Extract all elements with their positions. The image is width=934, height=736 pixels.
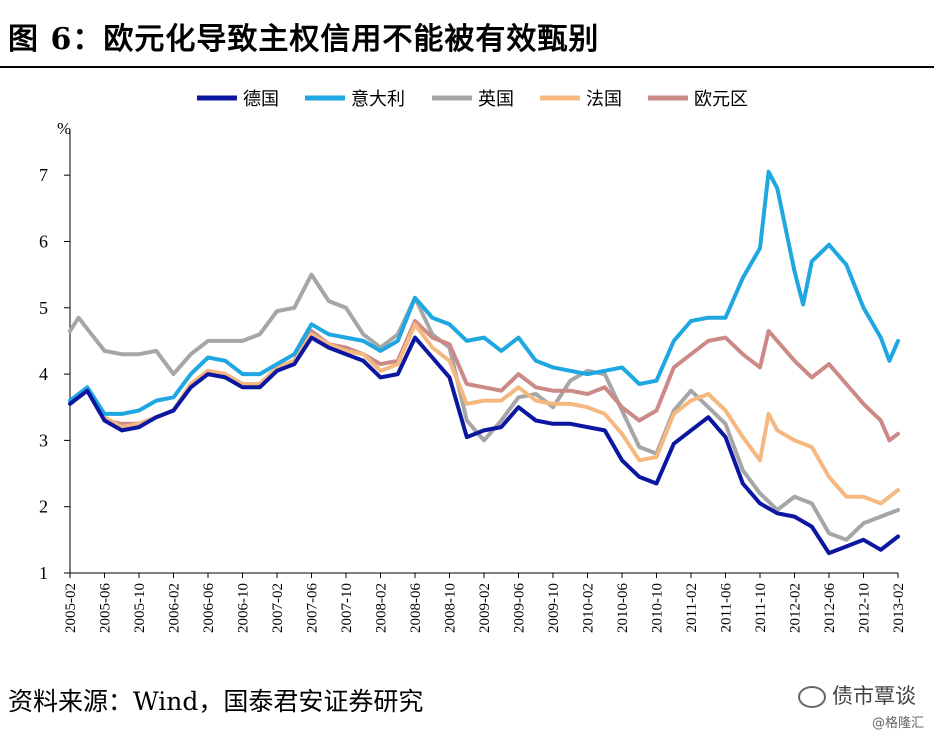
- watermark: 债市覃谈: [798, 680, 916, 710]
- series-line-0: [68, 335, 900, 556]
- y-tick-label: 1: [39, 563, 48, 583]
- x-tick-label: 2009-10: [546, 583, 562, 633]
- x-tick-label: 2007-10: [339, 583, 355, 633]
- x-tick-label: 2010-06: [615, 583, 631, 633]
- series-line-2: [68, 272, 900, 542]
- chart-legend: 德国 意大利 英国 法国 欧元区: [197, 89, 748, 110]
- legend-label-4: 欧元区: [694, 89, 748, 110]
- x-tick-label: 2011-02: [684, 583, 700, 632]
- page-title: 图 6：欧元化导致主权信用不能被有效甄别: [8, 22, 600, 57]
- x-axis: 2005-02 2005-06 2005-10 2006-02 2006-06 2006-…: [63, 572, 907, 633]
- chat-bubble-icon: [798, 686, 826, 708]
- y-tick-label: 6: [39, 231, 48, 251]
- series-line-1: [68, 169, 900, 416]
- source-note: 资料来源：Wind，国泰君安证券研究: [8, 687, 424, 716]
- y-tick-label: 5: [39, 298, 48, 318]
- title-bar: 图 6：欧元化导致主权信用不能被有效甄别: [0, 0, 934, 68]
- x-tick-label: 2006-02: [167, 583, 183, 633]
- y-tick-label: 7: [39, 165, 48, 185]
- x-tick-label: 2008-02: [374, 583, 390, 633]
- y-tick-label: 3: [39, 430, 48, 450]
- legend-label-0: 德国: [243, 89, 279, 110]
- x-tick-label: 2012-02: [788, 583, 804, 633]
- x-tick-label: 2005-06: [98, 583, 114, 633]
- x-tick-label: 2012-10: [857, 583, 873, 633]
- series-line-3: [68, 322, 900, 506]
- x-tick-label: 2008-10: [443, 583, 459, 633]
- x-tick-label: 2013-02: [891, 583, 907, 633]
- watermark-text: 债市覃谈: [832, 684, 916, 708]
- x-tick-label: 2007-06: [305, 583, 321, 633]
- x-tick-label: 2010-10: [650, 583, 666, 633]
- x-tick-label: 2009-02: [477, 583, 493, 633]
- plot-area: [68, 169, 900, 556]
- x-tick-label: 2011-10: [753, 583, 769, 632]
- x-tick-label: 2011-06: [719, 583, 735, 633]
- x-tick-label: 2006-10: [236, 583, 252, 633]
- x-tick-label: 2006-06: [201, 583, 217, 633]
- legend-label-1: 意大利: [351, 89, 405, 110]
- x-tick-label: 2008-06: [408, 583, 424, 633]
- x-tick-label: 2010-02: [581, 583, 597, 633]
- y-axis-unit-label: %: [57, 119, 71, 138]
- legend-label-2: 英国: [478, 89, 514, 110]
- x-tick-label: 2005-02: [63, 583, 79, 633]
- x-tick-label: 2007-02: [270, 583, 286, 633]
- x-tick-label: 2012-06: [822, 583, 838, 633]
- y-tick-label: 4: [39, 364, 48, 384]
- y-axis: 1 2 3 4 5 6 7: [39, 132, 71, 583]
- x-tick-label: 2005-10: [132, 583, 148, 633]
- sub-watermark: @格隆汇: [871, 716, 924, 731]
- y-tick-label: 2: [39, 497, 48, 517]
- x-tick-label: 2009-06: [512, 583, 528, 633]
- legend-label-3: 法国: [586, 89, 622, 110]
